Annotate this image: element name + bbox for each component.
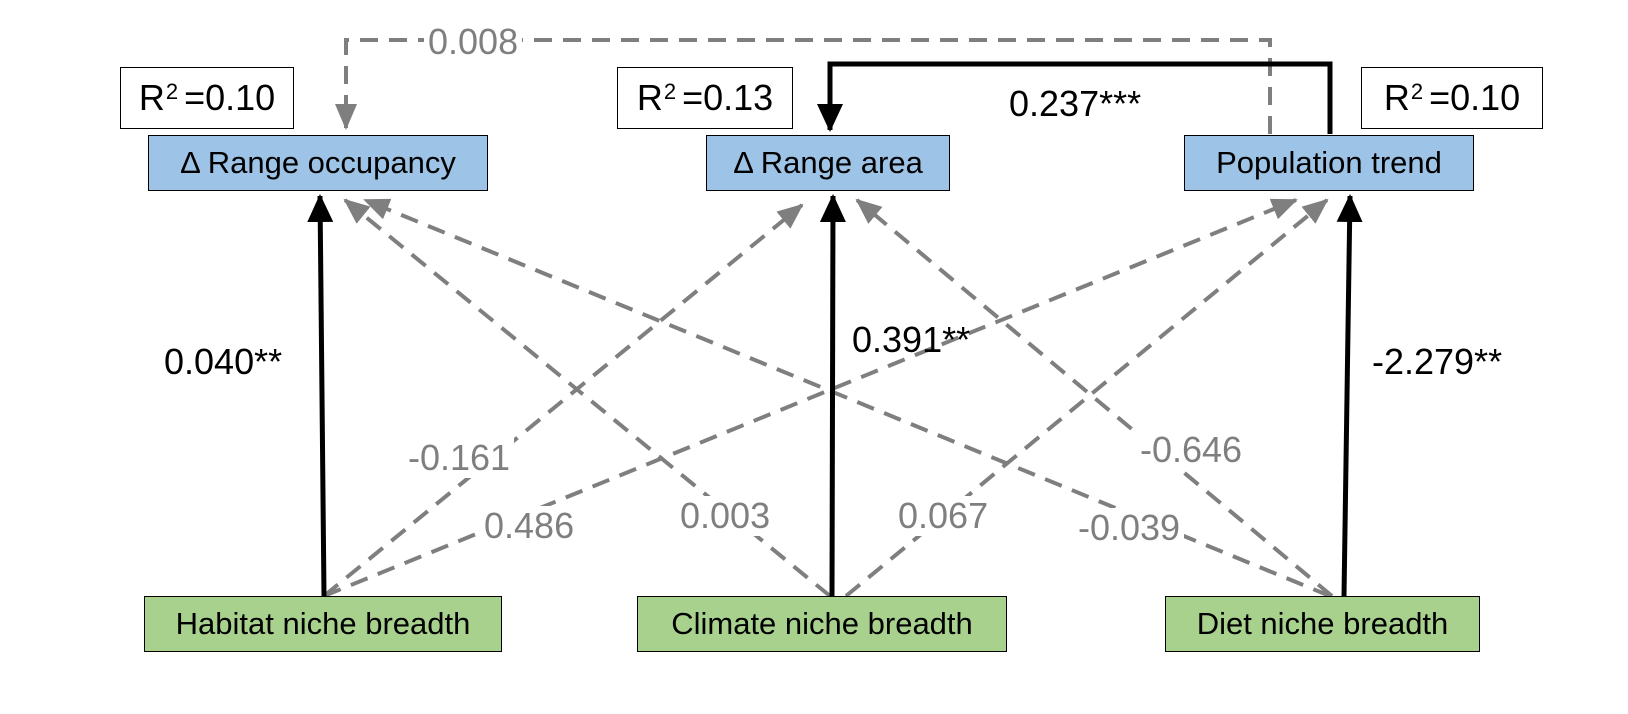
r2-symbol: R [1383, 77, 1410, 118]
node-diet-niche-breadth: Diet niche breadth [1165, 596, 1480, 652]
path-population-trend-to-range-occupancy [335, 38, 1272, 134]
r2-value-range-area: 0.13 [703, 77, 774, 118]
coef-diet-population-trend: -2.279** [1372, 341, 1503, 382]
coef-climate-range-occupancy: 0.003 [676, 496, 775, 536]
path-habitat-to-range-occupancy [307, 194, 334, 597]
node-range-area: Δ Range area [706, 135, 950, 191]
node-climate-niche-breadth: Climate niche breadth [637, 596, 1007, 652]
node-habitat-niche-breadth: Habitat niche breadth [144, 596, 502, 652]
coef-climate-range-area: 0.391** [852, 319, 971, 360]
r2-equals: = [1429, 77, 1451, 118]
r2-superscript: 2 [165, 79, 179, 104]
coef-habitat-range-area: -0.161 [404, 438, 515, 478]
node-label: Population trend [1216, 145, 1442, 180]
path-diet-to-range-area [855, 198, 1334, 598]
r2-symbol: R [138, 77, 165, 118]
path-habitat-to-range-area [322, 203, 804, 598]
node-label: Δ Range occupancy [180, 145, 456, 180]
coef-population-trend-range-occupancy: 0.008 [424, 22, 523, 62]
path-climate-to-range-area [819, 194, 846, 597]
node-range-occupancy: Δ Range occupancy [148, 135, 488, 191]
coef-diet-range-occupancy: -0.039 [1074, 508, 1185, 548]
node-label: Δ Range area [733, 145, 923, 180]
coef-habitat-population-trend: 0.486 [480, 506, 579, 546]
r2-box-range-area: R 2 = 0.13 [617, 67, 793, 129]
r2-box-range-occupancy: R 2 = 0.10 [120, 67, 294, 129]
path-diet-to-population-trend [1336, 194, 1363, 597]
r2-superscript: 2 [663, 79, 677, 104]
r2-box-population-trend: R 2 = 0.10 [1361, 67, 1543, 129]
node-label: Diet niche breadth [1196, 606, 1449, 641]
r2-equals: = [682, 77, 704, 118]
node-label: Climate niche breadth [671, 606, 973, 641]
r2-superscript: 2 [1410, 79, 1424, 104]
r2-equals: = [184, 77, 206, 118]
path-climate-to-range-occupancy [343, 198, 832, 598]
path-population-trend-to-range-area [817, 61, 1333, 134]
coef-diet-range-area: -0.646 [1136, 430, 1247, 470]
node-population-trend: Population trend [1184, 135, 1474, 191]
r2-value-population-trend: 0.10 [1450, 77, 1521, 118]
r2-symbol: R [636, 77, 663, 118]
r2-value-range-occupancy: 0.10 [205, 77, 276, 118]
node-label: Habitat niche breadth [175, 606, 471, 641]
coef-habitat-range-occupancy: 0.040** [164, 341, 283, 382]
coef-population-trend-range-area: 0.237*** [1009, 83, 1142, 124]
coef-climate-population-trend: 0.067 [894, 496, 993, 536]
